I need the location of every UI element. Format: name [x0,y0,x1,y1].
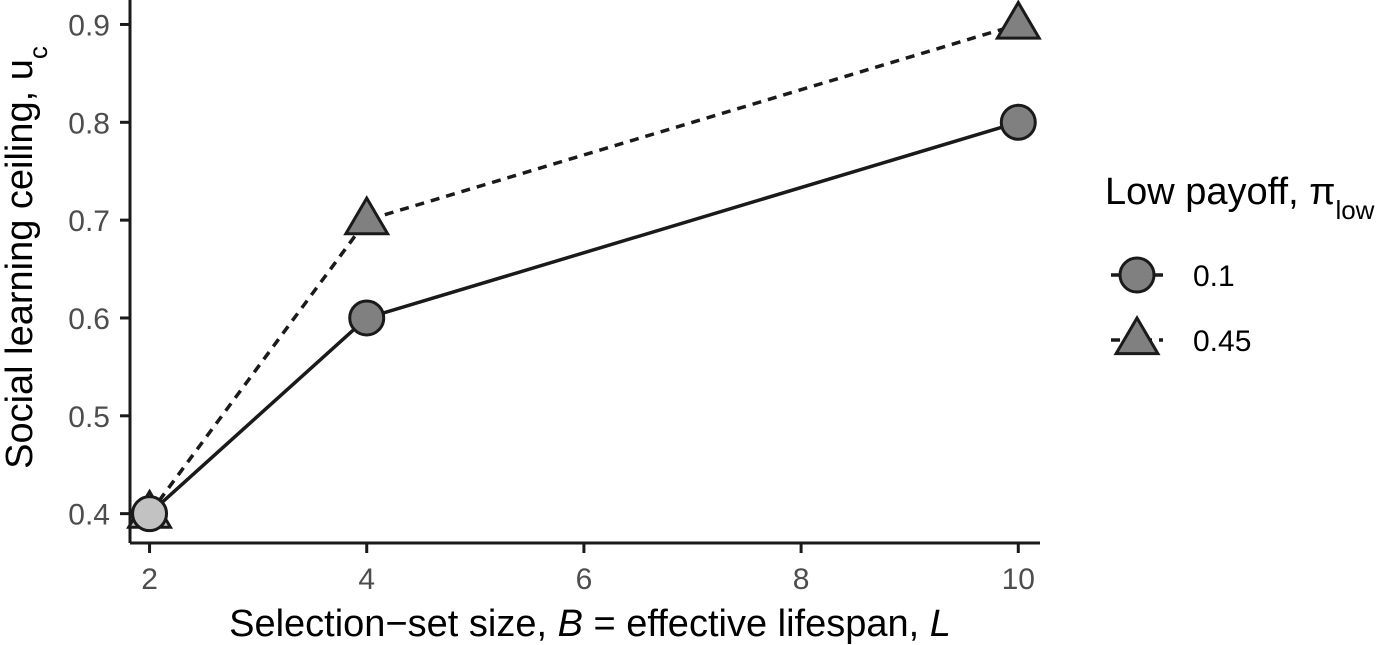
series-lines [148,22,1019,515]
legend-key-marker-circle [1118,256,1156,294]
x-tick-label: 6 [576,563,593,596]
y-axis-title-subscript: c [23,46,53,59]
x-tick-label: 8 [793,563,810,596]
y-tick-label: 0.5 [68,401,110,434]
x-axis-title: Selection−set size, B = effective lifesp… [229,603,951,645]
data-point-circle [999,103,1037,141]
data-point-triangle [343,195,391,236]
y-axis-title-main: Social learning ceiling, u [0,59,41,469]
legend-label: 0.1 [1193,260,1235,293]
x-axis-title-var-l: L [930,603,951,645]
y-tick-label: 0.4 [68,499,110,532]
x-axis-title-prefix: Selection−set size, [229,603,557,645]
data-point-circle [131,495,169,533]
y-ticks: 0.4 0.5 0.6 0.7 0.8 0.9 [68,9,130,532]
axes [128,0,1040,545]
legend-key-marker-triangle [1113,315,1161,356]
series-markers [126,0,1042,533]
y-tick-label: 0.9 [68,9,110,42]
legend-title: Low payoff, πlow [1105,171,1375,225]
x-tick-label: 10 [1002,563,1035,596]
legend-items: 0.1 0.45 [1111,256,1251,358]
x-ticks: 2 4 6 8 10 [141,543,1035,596]
legend-title-main: Low payoff, π [1105,171,1335,213]
x-tick-label: 4 [358,563,375,596]
y-axis-title: Social learning ceiling, uc [0,46,53,469]
y-tick-label: 0.7 [68,205,110,238]
legend: Low payoff, πlow 0.1 0.45 [1105,171,1375,358]
legend-label: 0.45 [1193,325,1251,358]
x-tick-label: 2 [141,563,158,596]
legend-title-subscript: low [1335,195,1374,225]
series-line-circle [148,120,1019,515]
x-axis-title-middle: = effective lifespan, [583,603,930,645]
x-axis-title-var-b: B [558,603,583,645]
data-point-triangle [994,0,1042,40]
data-point-circle [348,299,386,337]
y-tick-label: 0.8 [68,107,110,140]
y-tick-label: 0.6 [68,303,110,336]
series-line-triangle [148,22,1019,515]
